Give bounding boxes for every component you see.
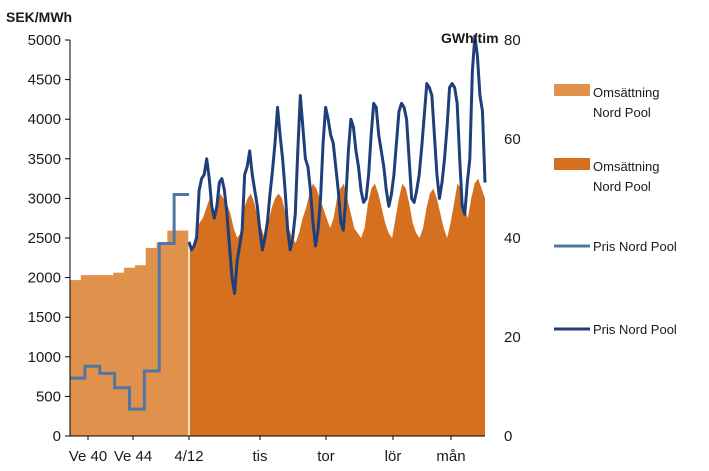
left-tick-label: 4000	[28, 111, 61, 128]
right-axis-title: GWh/tim	[441, 30, 499, 46]
left-tick-label: 1500	[28, 309, 61, 326]
left-tick-label: 3000	[28, 190, 61, 207]
legend-label-hourly-volume: Omsättning Nord Pool	[593, 159, 659, 194]
price-line-layer	[70, 34, 487, 411]
right-tick-label: 20	[504, 329, 521, 346]
left-tick-label: 2000	[28, 270, 61, 287]
weekly-volume-bar	[80, 275, 93, 437]
weekly-volume-bar	[113, 272, 125, 436]
x-tick-label: Ve 40	[69, 448, 107, 465]
weekly-volume-bar	[156, 242, 168, 436]
left-tick-label: 5000	[28, 32, 61, 49]
weekly-volume-bar	[124, 267, 136, 436]
x-tick-label: lör	[385, 448, 402, 465]
hourly-volume-area	[189, 178, 485, 436]
x-tick-label: Ve 44	[114, 448, 152, 465]
weekly-volume-bar	[70, 280, 82, 436]
weekly-volume-bar	[167, 230, 179, 436]
left-axis-title: SEK/MWh	[6, 9, 72, 25]
legend-swatch-hourly-volume	[554, 158, 590, 170]
legend: Omsättning Nord Pool Omsättning Nord Pool Pr…	[554, 84, 677, 337]
right-tick-label: 0	[504, 428, 512, 445]
weekly-volume-bar	[178, 230, 190, 436]
legend-label-hourly-price: Pris Nord Pool	[593, 322, 677, 337]
x-tick-label: mån	[436, 448, 465, 465]
x-tick-label: tis	[253, 448, 268, 465]
left-tick-label: 1000	[28, 349, 61, 366]
weekly-price-line	[70, 192, 189, 411]
weekly-volume-bar	[102, 275, 114, 437]
left-tick-label: 0	[53, 428, 61, 445]
legend-swatch-weekly-volume	[554, 84, 590, 96]
right-tick-label: 60	[504, 131, 521, 148]
legend-label-weekly-price: Pris Nord Pool	[593, 239, 677, 254]
left-tick-label: 2500	[28, 230, 61, 247]
left-tick-label: 4500	[28, 72, 61, 89]
x-tick-label: 4/12	[174, 448, 203, 465]
axes-layer: 0 500 1000 1500 2000 2500 3000 3500 4000 4500 5000…	[28, 32, 521, 465]
right-tick-label: 40	[504, 230, 521, 247]
right-tick-label: 80	[504, 32, 521, 49]
hourly-price-line	[187, 34, 487, 295]
volume-area-layer	[70, 178, 485, 437]
weekly-volume-bar	[145, 247, 157, 436]
left-tick-label: 500	[36, 388, 61, 405]
legend-label-weekly-volume: Omsättning Nord Pool	[593, 85, 659, 120]
weekly-volume-bar	[91, 275, 103, 437]
left-tick-label: 3500	[28, 151, 61, 168]
x-tick-label: tor	[317, 448, 335, 465]
weekly-volume-bar	[134, 265, 147, 436]
